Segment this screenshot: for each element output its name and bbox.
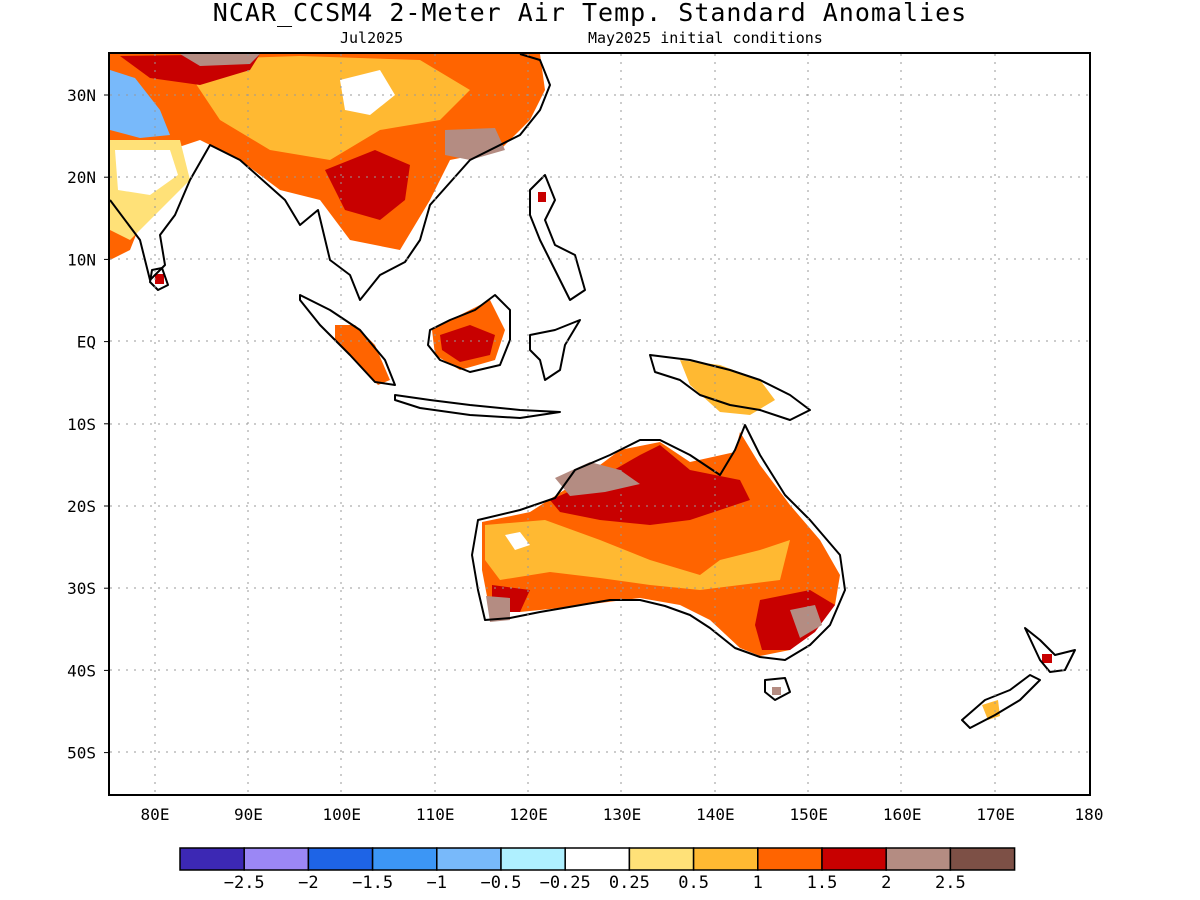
lon-tick-label: 80E [141, 805, 170, 824]
colorbar-label: −0.25 [540, 873, 591, 893]
lon-tick-label: 100E [323, 805, 362, 824]
fill-nz-north [1042, 654, 1052, 663]
coast-new-guinea [649, 354, 811, 421]
colorbar-swatch [692, 847, 759, 871]
colorbar-label: 1 [753, 873, 763, 893]
fill-indochina-red [325, 150, 410, 220]
fill-tibet-white [340, 70, 395, 115]
colorbar-label: −2.5 [224, 873, 265, 893]
coast-sulawesi [529, 319, 581, 381]
colorbar-swatch [885, 847, 952, 871]
colorbar-label: −1.5 [352, 873, 393, 893]
fill-australia-white [505, 532, 530, 550]
colorbar-swatch [628, 847, 695, 871]
lon-tick-label: 130E [603, 805, 642, 824]
gridlines [110, 54, 1090, 795]
fill-australia-red-north [550, 445, 750, 525]
fill-india-blue [110, 70, 170, 138]
fill-luzon [538, 192, 546, 202]
fill-china-brown [445, 128, 505, 160]
coast-nz-north [1024, 627, 1076, 673]
lon-tick-label: 150E [790, 805, 829, 824]
fill-india-white [115, 150, 178, 195]
lon-tick-label: 180 [1075, 805, 1104, 824]
coast-philippines [529, 174, 586, 301]
fill-asia-yellow [180, 56, 470, 160]
coast-asia [109, 53, 551, 301]
fill-tasmania [772, 687, 781, 695]
colorbar-swatch [436, 847, 502, 871]
colorbar-swatch [949, 847, 1016, 871]
coast-nz-south [961, 674, 1041, 729]
colorbar-swatch [307, 847, 374, 871]
fill-new-guinea [680, 360, 775, 415]
valid-month: Jul2025 [340, 29, 404, 47]
colorbar-swatch [821, 847, 887, 871]
fill-australia-brown-se [790, 605, 822, 638]
fill-sumatra [335, 325, 390, 385]
lat-tick-label: 50S [67, 744, 96, 763]
lon-tick-label: 170E [976, 805, 1015, 824]
lon-tick-label: 160E [883, 805, 922, 824]
lat-tick-label: 30S [67, 579, 96, 598]
colorbar-swatch [500, 847, 566, 871]
fill-srilanka [155, 274, 164, 284]
colorbar-swatch [371, 847, 438, 871]
colorbar-label: 0.5 [678, 873, 709, 893]
colorbar-label: 0.25 [609, 873, 650, 893]
fill-borneo-red [440, 325, 495, 362]
colorbar: −2.5 −2 −1.5 −1 −0.5 −0.25 0.25 0.5 1 1.5 2 2.5 [179, 847, 1016, 893]
fill-asia-brown-top [180, 54, 260, 66]
colorbar-label: 2.5 [935, 873, 966, 893]
lat-tick-label: 40S [67, 661, 96, 680]
coast-tasmania [764, 677, 791, 701]
colorbar-swatch [757, 847, 823, 871]
lon-tick-label: 120E [509, 805, 548, 824]
colorbar-label: 2 [881, 873, 891, 893]
map-title: NCAR_CCSM4 2-Meter Air Temp. Standard An… [212, 0, 968, 27]
lon-tick-label: 110E [416, 805, 455, 824]
lon-tick-label: 90E [234, 805, 263, 824]
fill-australia-yellow [485, 520, 790, 590]
lat-tick-label: 20N [67, 168, 96, 187]
anomaly-fills [110, 54, 1052, 720]
colorbar-label: −1 [427, 873, 447, 893]
lon-tick-labels: 80E 90E 100E 110E 120E 130E 140E 150E 160E 170E 18… [141, 805, 1104, 824]
lon-tick-label: 140E [696, 805, 735, 824]
coast-australia [471, 424, 846, 661]
lat-tick-label: 10N [67, 250, 96, 269]
lat-tick-label: EQ [77, 333, 96, 352]
lat-tick-label: 20S [67, 497, 96, 516]
colorbar-label: −0.5 [481, 873, 522, 893]
colorbar-swatch [564, 847, 631, 871]
colorbar-swatch [179, 847, 245, 871]
coastlines [109, 53, 1076, 729]
coast-borneo [427, 294, 511, 373]
colorbar-swatch [243, 847, 310, 871]
coast-srilanka [149, 267, 169, 291]
coast-java [394, 394, 561, 419]
lat-tick-label: 10S [67, 415, 96, 434]
coast-sumatra [299, 294, 396, 386]
lat-tick-labels: 30N 20N 10N EQ 10S 20S 30S 40S 50S [67, 86, 110, 763]
colorbar-label: 1.5 [807, 873, 838, 893]
colorbar-label: −2 [298, 873, 318, 893]
initial-conditions: May2025 initial conditions [588, 29, 823, 47]
fill-australia-brown-sw [486, 596, 510, 622]
lat-tick-label: 30N [67, 86, 96, 105]
